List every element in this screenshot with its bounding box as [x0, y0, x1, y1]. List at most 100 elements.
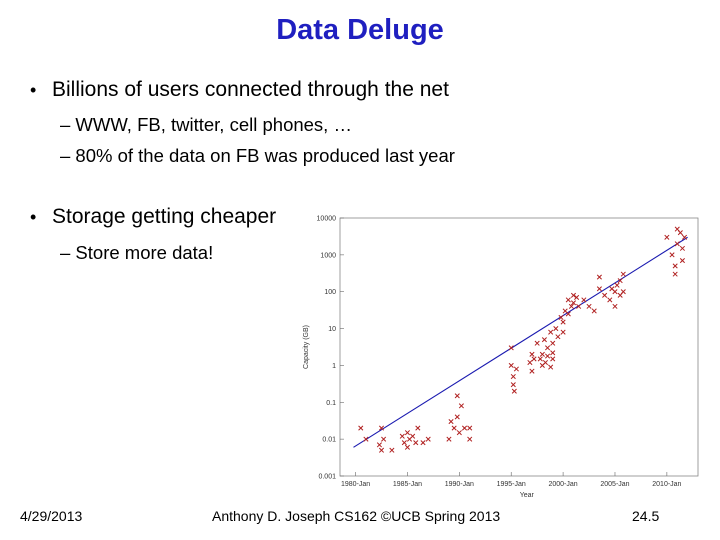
data-point-stroke: [508, 362, 514, 368]
data-point-stroke: [534, 340, 540, 346]
data-point: [510, 373, 516, 380]
x-tick-label: 2000-Jan: [548, 481, 577, 488]
data-point-stroke: [672, 271, 678, 277]
data-point-stroke: [565, 297, 571, 303]
data-point: [378, 425, 385, 431]
data-point-stroke: [456, 430, 462, 436]
data-point: [617, 278, 623, 284]
storage-capacity-chart: 0.001 0.01 0.1 1 10 100 1000 10000 1980-Jan 1985-…: [303, 216, 699, 499]
data-point-stroke: [529, 368, 535, 374]
data-point: [451, 425, 457, 431]
data-point-stroke: [555, 334, 561, 340]
footer-date: 4/29/2013: [20, 508, 83, 524]
sub-bullet-store-more: – Store more data!: [60, 242, 214, 263]
data-point-stroke: [389, 447, 395, 453]
sub-bullet-fb-data: – 80% of the data on FB was produced las…: [60, 145, 455, 166]
data-point-stroke: [672, 263, 678, 269]
data-point: [404, 444, 411, 450]
data-point: [669, 252, 675, 258]
data-point-stroke: [548, 329, 554, 335]
data-point: [537, 356, 543, 362]
data-point: [560, 329, 566, 335]
y-tick-label: 100: [324, 289, 336, 296]
data-point: [448, 419, 454, 425]
data-point: [555, 334, 561, 340]
data-point: [674, 241, 680, 247]
data-point: [548, 329, 554, 335]
data-point: [381, 436, 387, 442]
data-point-stroke: [568, 303, 574, 309]
data-point-stroke: [363, 436, 369, 442]
data-point: [544, 353, 551, 359]
data-point: [596, 286, 602, 292]
data-point-stroke: [527, 359, 533, 366]
data-point: [560, 319, 566, 325]
bullet-marker: •: [30, 80, 37, 100]
data-point: [550, 356, 556, 362]
y-tick-label: 0.01: [322, 437, 336, 444]
data-point: [581, 297, 587, 303]
data-point-stroke: [410, 433, 416, 439]
y-tick-label: 0.001: [318, 474, 336, 481]
data-point-stroke: [448, 419, 454, 425]
slide-number: 24.5: [632, 508, 660, 524]
bullet-marker: •: [30, 207, 37, 227]
data-point-stroke: [376, 442, 382, 448]
data-point-stroke: [399, 433, 405, 439]
data-point-stroke: [401, 440, 407, 446]
data-point: [467, 425, 473, 431]
data-point-stroke: [596, 286, 602, 292]
data-point-stroke: [664, 234, 670, 240]
data-points: [358, 226, 688, 453]
data-point: [620, 271, 626, 277]
data-point: [607, 297, 613, 303]
data-point-stroke: [550, 356, 556, 362]
data-point: [399, 433, 405, 439]
data-point-stroke: [607, 297, 613, 303]
data-point-stroke: [679, 245, 685, 251]
data-point: [679, 245, 685, 251]
data-point: [413, 440, 419, 446]
data-point: [539, 351, 545, 357]
x-tick-label: 1995-Jan: [497, 481, 526, 488]
data-point-stroke: [451, 425, 457, 431]
data-point: [541, 337, 547, 343]
data-point-stroke: [681, 234, 688, 240]
data-point: [591, 308, 597, 314]
data-point-stroke: [378, 425, 385, 431]
data-point-stroke: [539, 351, 545, 357]
data-point: [454, 393, 460, 399]
data-point: [542, 359, 549, 366]
data-point-stroke: [553, 326, 559, 332]
data-point: [529, 368, 535, 374]
x-tick-label: 1985-Jan: [393, 481, 422, 488]
data-point: [558, 314, 564, 321]
trend-line: [353, 236, 688, 448]
data-point-stroke: [550, 350, 556, 356]
data-point-stroke: [612, 303, 618, 309]
data-point: [508, 345, 514, 351]
data-point-stroke: [513, 366, 519, 372]
data-point-stroke: [404, 430, 411, 436]
data-point: [456, 430, 462, 436]
bullet-storage: • Storage getting cheaper: [30, 205, 276, 229]
data-point-stroke: [510, 373, 516, 380]
data-point-stroke: [602, 292, 608, 298]
data-point-stroke: [550, 340, 556, 346]
data-point: [576, 303, 582, 309]
data-point-stroke: [544, 353, 551, 359]
data-point-stroke: [674, 241, 680, 247]
data-point-stroke: [461, 425, 468, 431]
x-axis-label: Year: [520, 492, 535, 499]
data-point: [550, 340, 556, 346]
data-point: [664, 234, 670, 240]
data-point-stroke: [558, 314, 564, 321]
data-point: [513, 366, 519, 372]
data-point: [404, 430, 411, 436]
data-point: [617, 292, 623, 298]
data-point-stroke: [677, 230, 683, 236]
y-tick-label: 0.1: [326, 400, 336, 407]
chart-ticks: 0.001 0.01 0.1 1 10 100 1000 10000 1980-Jan 1985-…: [317, 216, 682, 489]
bullet-users: • Billions of users connected through the…: [30, 78, 449, 102]
data-point: [681, 234, 688, 240]
